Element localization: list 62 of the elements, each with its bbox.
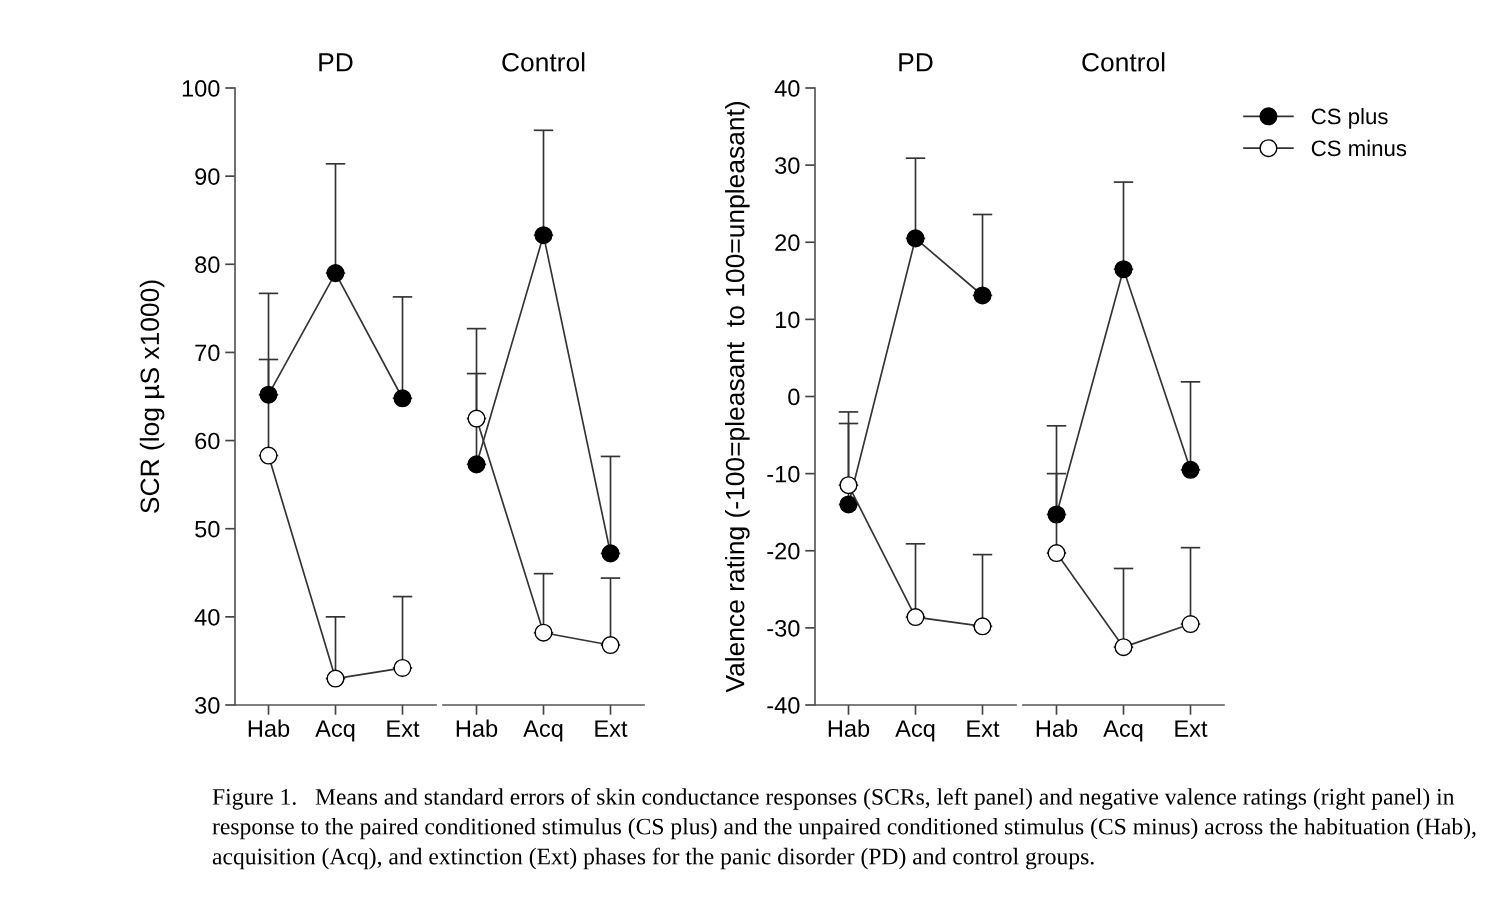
y-tick-label: 40 bbox=[194, 608, 220, 626]
x-tick-label: Hab bbox=[1036, 719, 1078, 737]
point bbox=[1181, 460, 1200, 479]
y-tick-label: 20 bbox=[775, 234, 800, 252]
x-tick-label: Acq bbox=[895, 720, 935, 742]
y-tick-label: 60 bbox=[195, 432, 220, 450]
x-tick-label: Ext bbox=[595, 720, 628, 737]
x-tick-label: Ext bbox=[967, 720, 1000, 737]
x-tick-label: Hab bbox=[828, 719, 870, 737]
point bbox=[1047, 505, 1066, 524]
point bbox=[839, 495, 858, 514]
chart-title: Control bbox=[1082, 52, 1165, 72]
y-axis-title: SCR (log µS x1000) bbox=[139, 280, 165, 513]
point bbox=[906, 229, 925, 248]
point bbox=[534, 226, 553, 245]
point bbox=[906, 608, 925, 627]
point bbox=[973, 286, 992, 305]
x-tick-label: Acq bbox=[1103, 720, 1143, 742]
x-tick-label: Ext bbox=[387, 720, 420, 737]
y-tick-label: 0 bbox=[788, 388, 800, 406]
y-tick-label: 40 bbox=[774, 80, 800, 97]
y-tick-label: 50 bbox=[195, 520, 220, 538]
y-axis-title: Valence rating (-100=pleasant to 100=unpleasant) bbox=[725, 102, 750, 693]
y-tick-label: 90 bbox=[195, 168, 220, 185]
point bbox=[1181, 614, 1200, 634]
point bbox=[839, 476, 858, 495]
point bbox=[467, 409, 486, 428]
y-tick-label: -40 bbox=[767, 697, 800, 714]
point bbox=[601, 544, 620, 563]
legend-label: CS plus bbox=[1311, 108, 1388, 129]
point bbox=[973, 617, 992, 636]
point bbox=[393, 658, 412, 678]
point bbox=[1114, 638, 1133, 657]
y-tick-label: 100 bbox=[182, 80, 220, 97]
point bbox=[601, 636, 620, 655]
y-tick-label: -20 bbox=[767, 542, 800, 560]
point bbox=[534, 623, 553, 642]
legend-label: CS minus bbox=[1311, 139, 1407, 157]
chart-title: Control bbox=[502, 52, 585, 72]
point bbox=[1114, 260, 1133, 279]
y-tick-label: 80 bbox=[195, 256, 220, 274]
x-tick-label: Hab bbox=[456, 719, 498, 737]
caption: Figure 1. Means and standard errors of skin conductance responses (SCRs, left panel) and negative valence ratings (right panel) in response to the paired conditioned stimulus (CS plus) and the unpaired conditioned stimulus (CS minus) across the habituation (Hab), acquisition (Acq), and extinction (Ext) phases for the panic disorder (PD) and control groups. bbox=[212, 788, 1476, 870]
y-tick-label: 10 bbox=[775, 311, 800, 329]
x-tick-label: Ext bbox=[1175, 720, 1208, 737]
chart-title: PD bbox=[899, 53, 933, 72]
x-tick-label: Hab bbox=[248, 719, 290, 737]
chart-title: PD bbox=[319, 53, 353, 72]
point bbox=[259, 446, 278, 465]
point bbox=[1047, 544, 1066, 563]
y-tick-label: 70 bbox=[195, 344, 220, 362]
x-tick-label: Acq bbox=[523, 720, 563, 742]
point bbox=[393, 389, 412, 408]
y-tick-label: 30 bbox=[775, 157, 800, 174]
x-tick-label: Acq bbox=[315, 720, 355, 742]
point bbox=[259, 385, 278, 404]
point bbox=[467, 455, 486, 474]
y-tick-label: 30 bbox=[195, 697, 220, 714]
point bbox=[326, 264, 345, 283]
y-tick-label: -30 bbox=[767, 619, 800, 637]
point bbox=[326, 669, 345, 688]
y-tick-label: -10 bbox=[767, 465, 800, 483]
